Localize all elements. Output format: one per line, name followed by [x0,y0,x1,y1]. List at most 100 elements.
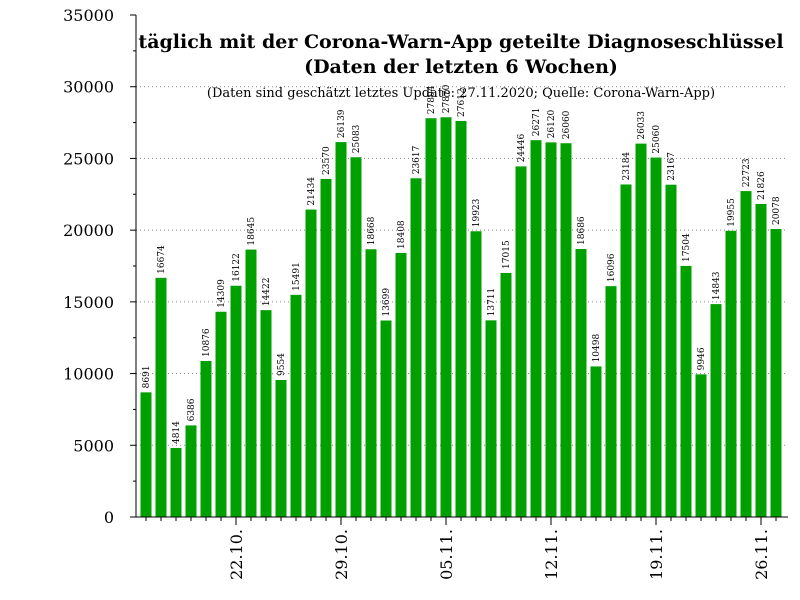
x-tick-label: 22.10. [227,529,246,580]
chart-title-line2: (Daten der letzten 6 Wochen) [304,56,618,78]
bar [455,120,467,517]
bar-value-label: 9554 [277,353,287,376]
bar [395,252,407,517]
bar [245,249,257,517]
bar [260,310,272,517]
bar [155,277,167,517]
bar-value-label: 17504 [682,233,692,262]
bar [680,265,692,517]
bar-value-label: 23617 [412,145,422,174]
bar-value-label: 9946 [697,347,707,370]
bar [665,184,677,517]
bar [725,230,737,518]
chart-subtitle: (Daten sind geschätzt letztes Update: 27… [207,86,715,101]
bar [695,374,707,517]
bar [185,425,197,517]
bar [545,142,557,518]
y-tick-label: 35000 [63,6,114,25]
bar-value-label: 22723 [742,158,752,187]
bar-value-label: 13699 [382,288,392,317]
x-tick-label: 26.11. [752,529,771,580]
y-tick-label: 5000 [73,436,114,455]
bar [470,231,482,517]
bar-value-label: 14309 [217,279,227,308]
bar-value-label: 21826 [757,171,767,200]
bar [740,191,752,517]
bar [710,304,722,517]
bar [755,203,767,517]
y-tick-label: 10000 [63,365,114,384]
bar-value-label: 26271 [532,108,542,137]
bar-value-label: 16674 [157,245,167,274]
x-tick-label: 12.11. [542,529,561,580]
bar [530,140,542,518]
bar-value-label: 25060 [652,125,662,154]
bar-value-label: 23184 [622,152,632,181]
y-tick-label: 0 [104,508,114,527]
bar-value-label: 16096 [607,253,617,282]
bar [575,248,587,517]
bar-value-label: 20078 [772,196,782,225]
bar-value-label: 19955 [727,198,737,227]
bar [650,157,662,517]
y-tick-label: 25000 [63,149,114,168]
bar-value-label: 18686 [577,216,587,245]
axes: 0 5000 10000 15000 20000 25000 30000 35000 22.10… [63,6,788,580]
bar [230,285,242,517]
bar-value-label: 6386 [187,398,197,421]
bar [290,294,302,517]
bar [200,361,212,517]
bar-value-label: 10498 [592,334,602,363]
bar [515,166,527,517]
bar-value-label: 18408 [397,220,407,249]
bar-value-label: 18645 [247,217,257,246]
y-tick-label: 20000 [63,221,114,240]
bar-value-label: 8691 [142,365,152,388]
bar [305,209,317,517]
bar-value-label: 25083 [352,124,362,153]
bar-value-label: 26120 [547,109,557,138]
bar-value-label: 27870 [442,84,452,113]
bar [335,142,347,518]
x-tick-label: 05.11. [437,529,456,580]
bar [275,379,287,517]
bar-value-label: 26139 [337,109,347,138]
bar-value-label: 18668 [367,216,377,245]
bar [320,178,332,518]
bar [365,249,377,517]
bar [140,392,152,517]
chart-title-line1: täglich mit der Corona-Warn-App geteilte… [138,31,783,53]
bar-value-label: 4814 [172,421,182,444]
bar-value-label: 23167 [667,152,677,181]
bar [380,320,392,517]
bar [410,178,422,517]
bar [170,447,182,517]
x-tick-label: 19.11. [647,529,666,580]
bar-value-label: 14843 [712,271,722,300]
bar [590,366,602,517]
bar [485,320,497,517]
y-tick-label: 15000 [63,293,114,312]
bar-value-label: 27804 [427,85,437,114]
bar-value-label: 13711 [487,288,497,317]
x-tick-label: 29.10. [332,529,351,580]
bar [605,286,617,517]
bar [560,143,572,517]
bar [425,118,437,518]
bar [440,117,452,517]
bar-value-label: 27612 [457,88,467,117]
bar [620,184,632,517]
y-tick-label: 30000 [63,78,114,97]
bar-value-label: 15491 [292,262,302,291]
bars [140,117,782,518]
bar [635,143,647,517]
bar-value-label: 24446 [517,133,527,162]
bar-value-label: 19923 [472,198,482,227]
bar-value-label: 17015 [502,240,512,269]
bar [215,311,227,517]
bar-value-label: 16122 [232,253,242,282]
bar-value-label: 14422 [262,278,272,307]
bar-value-label: 21434 [307,177,317,206]
